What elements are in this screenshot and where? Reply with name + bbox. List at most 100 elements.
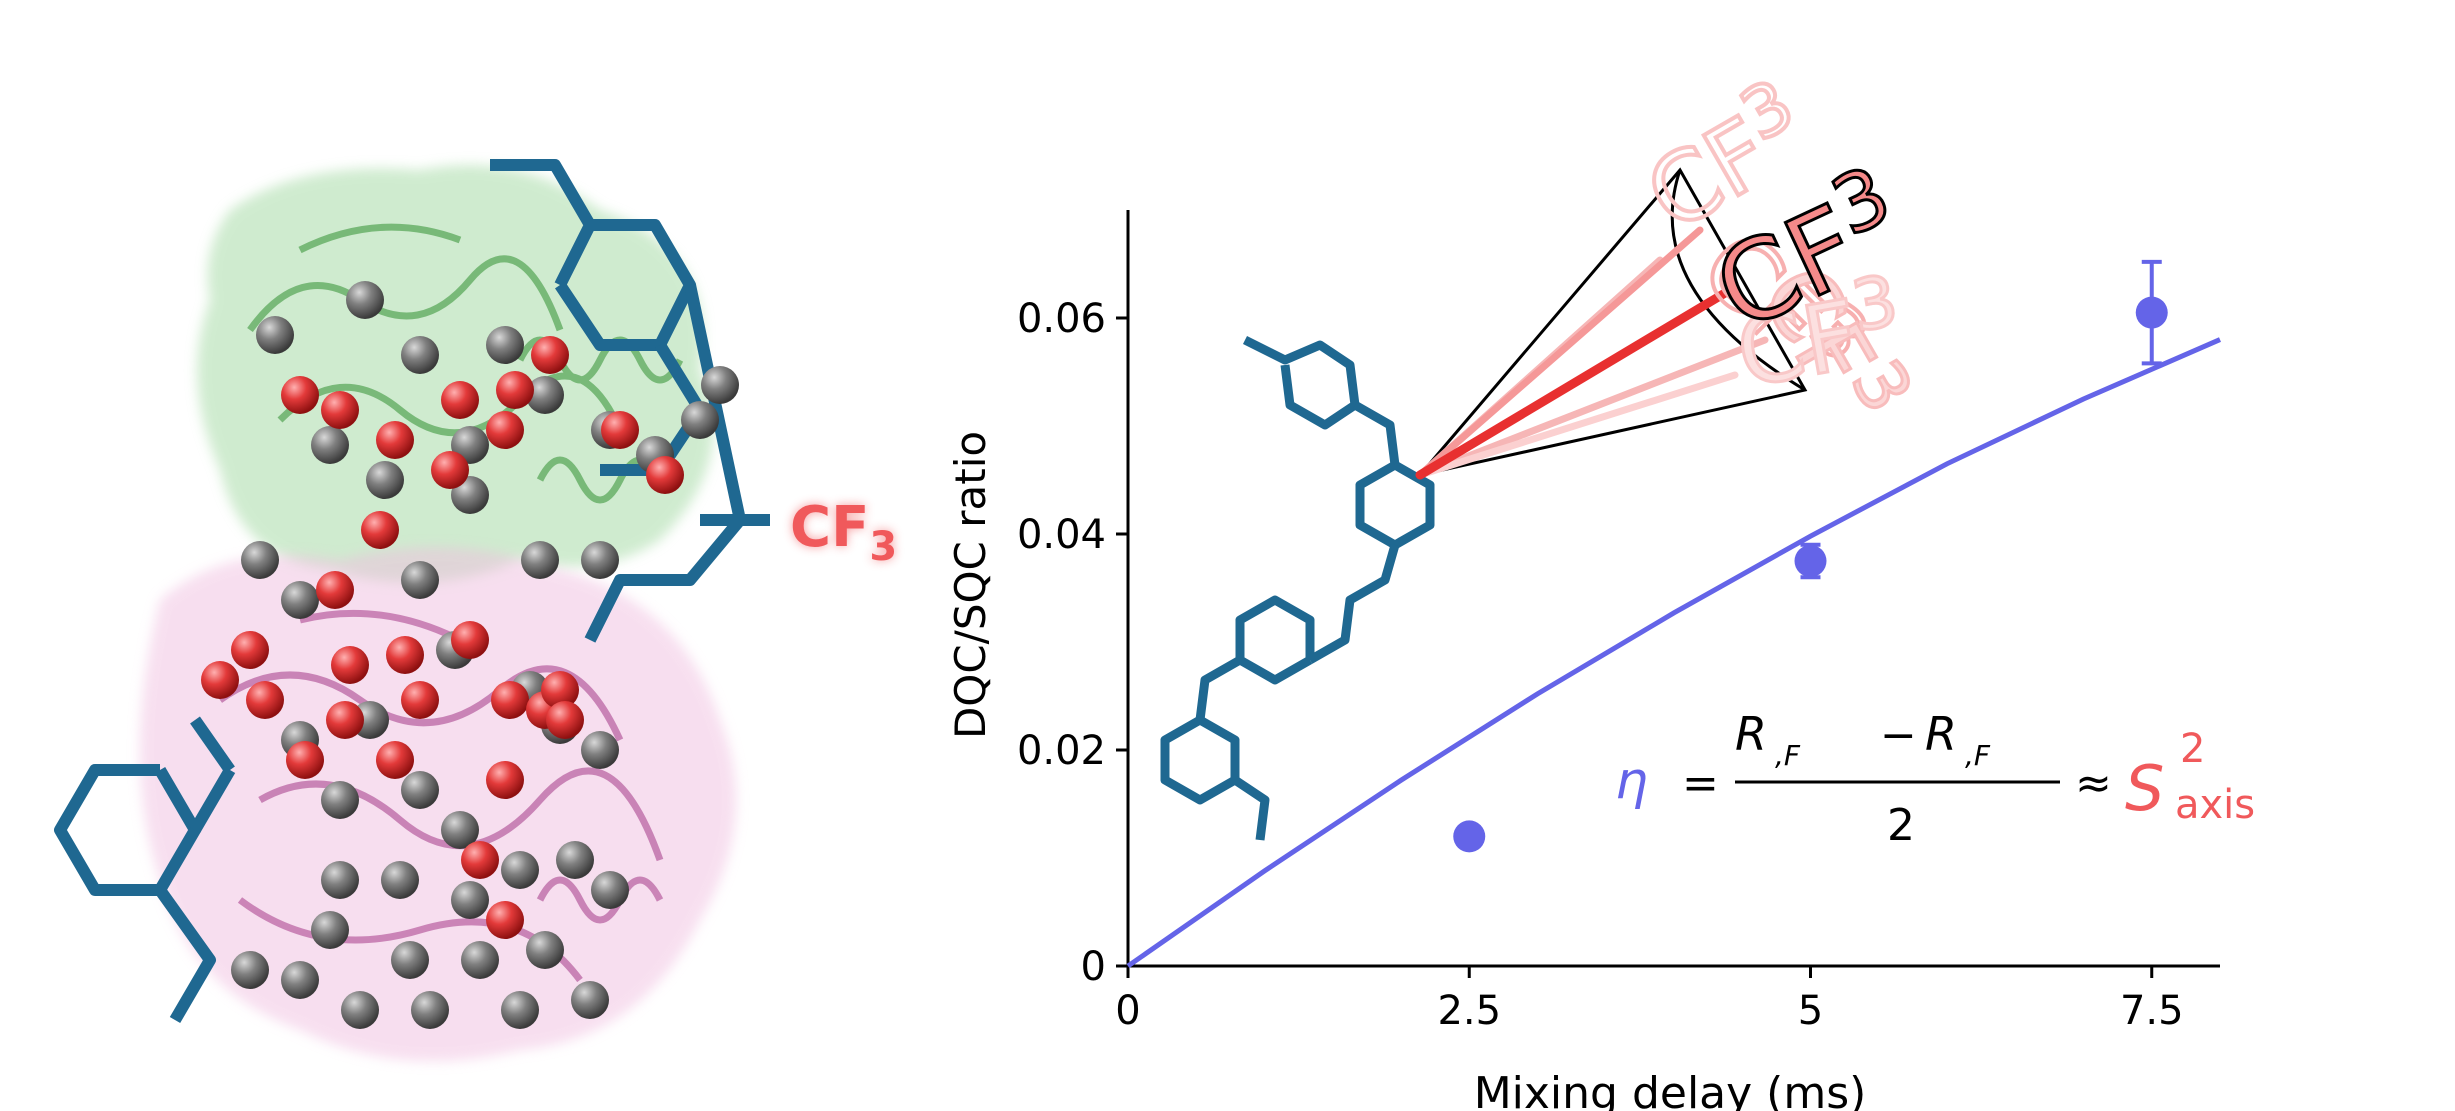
grey-atom xyxy=(701,366,739,404)
red-atom xyxy=(326,701,364,739)
data-point xyxy=(1453,820,1486,853)
grey-atom xyxy=(441,811,479,849)
protein-surface-bottom xyxy=(140,547,736,1062)
grey-atom xyxy=(401,336,439,374)
ligand-ring-bottom xyxy=(54,716,236,1024)
eq-approx: ≈ xyxy=(2075,758,2112,809)
equation: η = R ,F − R ,F 2 ≈ S 2 axis xyxy=(1615,707,2255,851)
grey-atom xyxy=(581,541,619,579)
grey-atom xyxy=(311,426,349,464)
x-tick-label: 2.5 xyxy=(1437,988,1501,1034)
grey-atom xyxy=(486,326,524,364)
red-atom xyxy=(491,681,529,719)
grey-atom xyxy=(581,731,619,769)
eq-equals: = xyxy=(1682,758,1719,809)
inset-molecule xyxy=(1160,335,1435,841)
atom-spheres xyxy=(201,281,739,1029)
red-atom xyxy=(531,336,569,374)
red-atom xyxy=(286,741,324,779)
red-atom xyxy=(486,411,524,449)
grey-atom xyxy=(346,281,384,319)
y-tick-label: 0.02 xyxy=(1017,728,1106,774)
cf3-ghost-labels: CF3 CF3 CF3 CF3 xyxy=(1627,62,1930,428)
red-atom xyxy=(201,661,239,699)
grey-atom xyxy=(391,941,429,979)
protein-structure: CF3 CF3 xyxy=(54,159,897,1062)
red-atom xyxy=(246,681,284,719)
grey-atom xyxy=(281,961,319,999)
data-point xyxy=(1794,545,1827,577)
red-atom xyxy=(361,511,399,549)
red-atom xyxy=(461,841,499,879)
grey-atom xyxy=(526,931,564,969)
eq-minus: − xyxy=(1880,710,1917,761)
grey-atom xyxy=(341,991,379,1029)
grey-atom xyxy=(501,851,539,889)
grey-atom xyxy=(241,541,279,579)
svg-text:CF3: CF3 xyxy=(790,495,897,570)
protein-surface-top xyxy=(197,165,714,583)
red-atom xyxy=(546,701,584,739)
grey-atom xyxy=(366,461,404,499)
grey-atom xyxy=(526,376,564,414)
grey-atom xyxy=(321,781,359,819)
protein-cf3-sub: 3 xyxy=(869,524,897,570)
red-atom xyxy=(486,901,524,939)
x-tick-label: 5 xyxy=(1798,988,1823,1034)
grey-atom xyxy=(451,881,489,919)
red-atom xyxy=(441,381,479,419)
cf3-cone-inset: CF3 CF3 CF3 CF3 CF3 xyxy=(1415,62,1930,480)
eq-s-sup: 2 xyxy=(2180,726,2205,772)
eq-num-sub2: ,F xyxy=(1965,739,1991,772)
grey-atom xyxy=(501,991,539,1029)
grey-atom xyxy=(321,861,359,899)
red-atom xyxy=(376,741,414,779)
eq-s-sub: axis xyxy=(2175,782,2255,828)
chart: 0 2.5 5 7.5 0 0.02 0.04 0.06 Mixing delay (ms)… xyxy=(946,210,2221,1111)
eq-num-sub1: ,F xyxy=(1775,739,1801,772)
grey-atom xyxy=(591,871,629,909)
y-tick-label: 0 xyxy=(1081,944,1106,990)
grey-atom xyxy=(401,561,439,599)
data-points xyxy=(1453,259,2168,853)
red-atom xyxy=(331,646,369,684)
grey-atom xyxy=(411,991,449,1029)
grey-atom xyxy=(281,581,319,619)
red-atom xyxy=(321,391,359,429)
eq-num-r2: R xyxy=(1925,707,1957,761)
grey-atom xyxy=(231,951,269,989)
data-point xyxy=(2135,296,2168,329)
y-tick-label: 0.04 xyxy=(1017,512,1106,558)
grey-atom xyxy=(681,401,719,439)
red-atom xyxy=(401,681,439,719)
red-atom xyxy=(451,621,489,659)
eq-denominator: 2 xyxy=(1887,800,1915,851)
eq-eta: η xyxy=(1615,751,1648,811)
fit-line-group xyxy=(1126,337,2221,969)
axes xyxy=(1126,210,2220,968)
grey-atom xyxy=(571,981,609,1019)
red-atom xyxy=(486,761,524,799)
y-ticks: 0 0.02 0.04 0.06 xyxy=(1017,296,1128,990)
grey-atom xyxy=(401,771,439,809)
red-atom xyxy=(376,421,414,459)
red-atom xyxy=(646,456,684,494)
y-axis-label: DQC/SQC ratio xyxy=(946,431,995,739)
grey-atom xyxy=(461,941,499,979)
y-tick-label: 0.06 xyxy=(1017,296,1106,342)
red-atom xyxy=(541,671,579,709)
x-ticks: 0 2.5 5 7.5 xyxy=(1115,966,2184,1034)
red-atom xyxy=(316,571,354,609)
grey-atom xyxy=(521,541,559,579)
x-tick-label: 0 xyxy=(1115,988,1140,1034)
red-atom xyxy=(601,411,639,449)
grey-atom xyxy=(381,861,419,899)
red-atom xyxy=(431,451,469,489)
protein-cf3-main: CF xyxy=(790,495,869,560)
grey-atom xyxy=(256,316,294,354)
red-atom xyxy=(496,371,534,409)
red-atom xyxy=(386,636,424,674)
red-atom xyxy=(231,631,269,669)
grey-atom xyxy=(556,841,594,879)
fit-line xyxy=(1126,337,2221,969)
